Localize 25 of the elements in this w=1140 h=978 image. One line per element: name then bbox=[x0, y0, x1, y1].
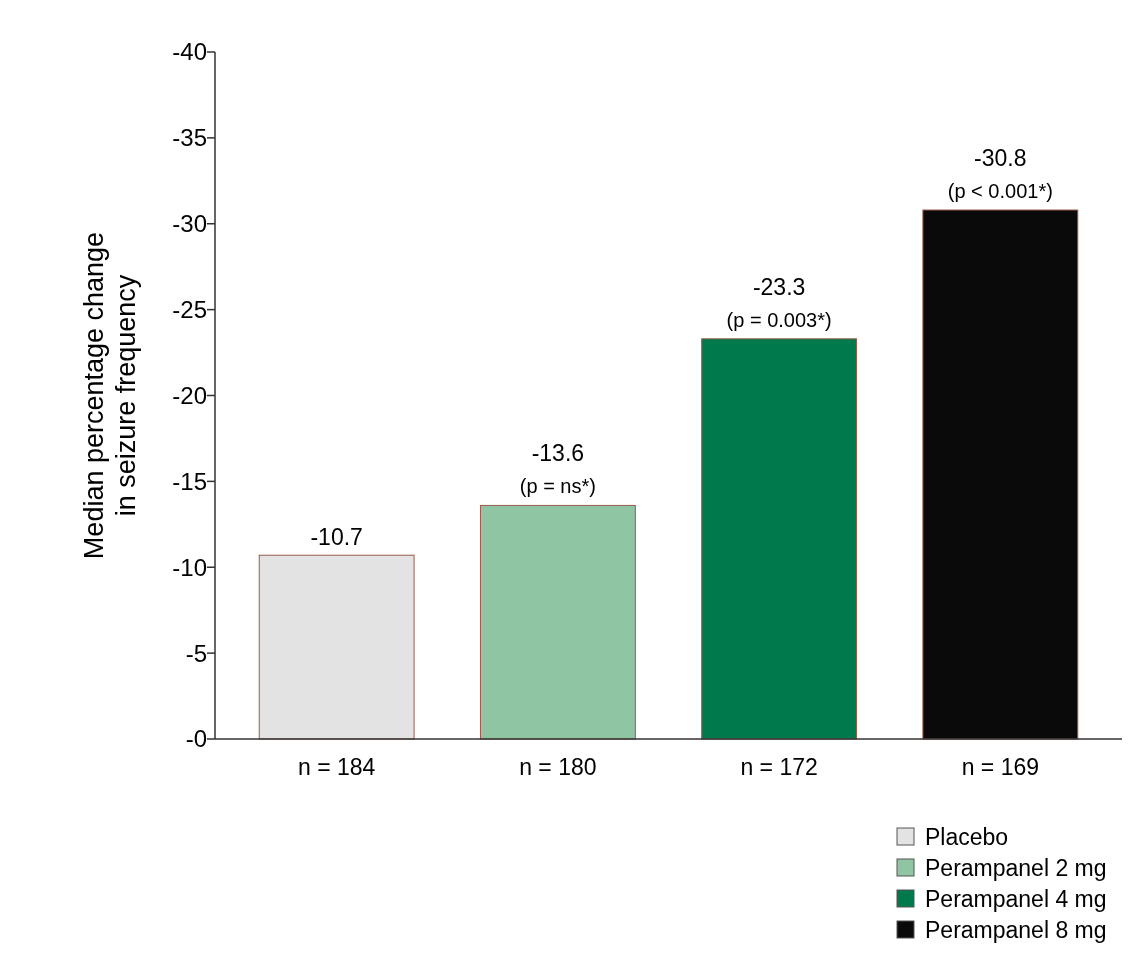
legend-label: Perampanel 8 mg bbox=[925, 917, 1107, 944]
y-axis-title: Median percentage change in seizure frequency bbox=[79, 231, 141, 560]
data-label: -30.8 bbox=[974, 145, 1027, 172]
legend-label: Perampanel 4 mg bbox=[925, 886, 1107, 913]
x-tick-label: n = 169 bbox=[961, 754, 1040, 780]
y-tick-label: -15 bbox=[172, 467, 207, 495]
legend-label: Perampanel 2 mg bbox=[925, 855, 1107, 882]
y-tick-label: -0 bbox=[185, 725, 207, 753]
y-tick-label: -25 bbox=[172, 296, 207, 324]
annotation: (p = ns*) bbox=[519, 475, 596, 498]
y-tick-label: -5 bbox=[185, 639, 207, 667]
x-tick-label: n = 172 bbox=[740, 754, 818, 780]
x-tick-label: n = 184 bbox=[297, 754, 376, 780]
data-label: -13.6 bbox=[531, 440, 585, 467]
y-tick-label: -35 bbox=[172, 124, 207, 152]
annotation: (p = 0.003*) bbox=[726, 308, 832, 331]
data-label: -10.7 bbox=[310, 524, 363, 551]
data-label: -23.3 bbox=[752, 273, 806, 300]
annotation: (p < 0.001*) bbox=[947, 180, 1053, 203]
y-tick-label: -30 bbox=[172, 210, 207, 238]
y-tick-label: -40 bbox=[172, 38, 207, 66]
y-tick-label: -20 bbox=[172, 381, 207, 409]
x-tick-label: n = 180 bbox=[519, 754, 597, 780]
y-tick-label: -10 bbox=[172, 553, 207, 581]
legend-label: Placebo bbox=[925, 824, 1009, 851]
